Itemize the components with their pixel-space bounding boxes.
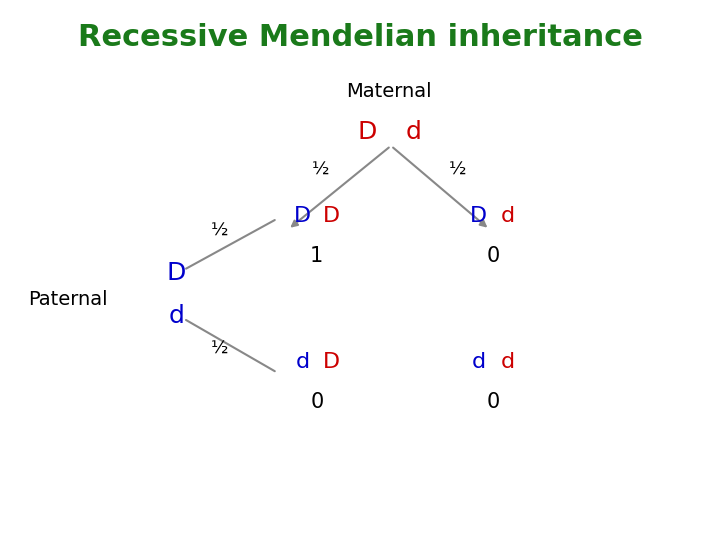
- Text: 0: 0: [487, 246, 500, 267]
- Text: ½: ½: [211, 222, 228, 240]
- Text: 1: 1: [310, 246, 323, 267]
- Text: d: d: [472, 352, 486, 372]
- Text: ½: ½: [449, 161, 466, 179]
- Text: D: D: [358, 120, 377, 144]
- Text: Paternal: Paternal: [29, 290, 108, 309]
- Text: D: D: [323, 206, 340, 226]
- Text: Recessive Mendelian inheritance: Recessive Mendelian inheritance: [78, 23, 642, 52]
- Text: ½: ½: [211, 339, 228, 357]
- Text: D: D: [323, 352, 340, 372]
- Text: 0: 0: [310, 392, 323, 413]
- Text: d: d: [500, 352, 515, 372]
- Text: Maternal: Maternal: [346, 82, 431, 102]
- Text: d: d: [500, 206, 515, 226]
- Text: d: d: [406, 120, 422, 144]
- Text: D: D: [294, 206, 311, 226]
- Text: d: d: [168, 304, 184, 328]
- Text: d: d: [295, 352, 310, 372]
- Text: D: D: [470, 206, 487, 226]
- Text: D: D: [167, 261, 186, 285]
- Text: ½: ½: [312, 161, 329, 179]
- Text: 0: 0: [487, 392, 500, 413]
